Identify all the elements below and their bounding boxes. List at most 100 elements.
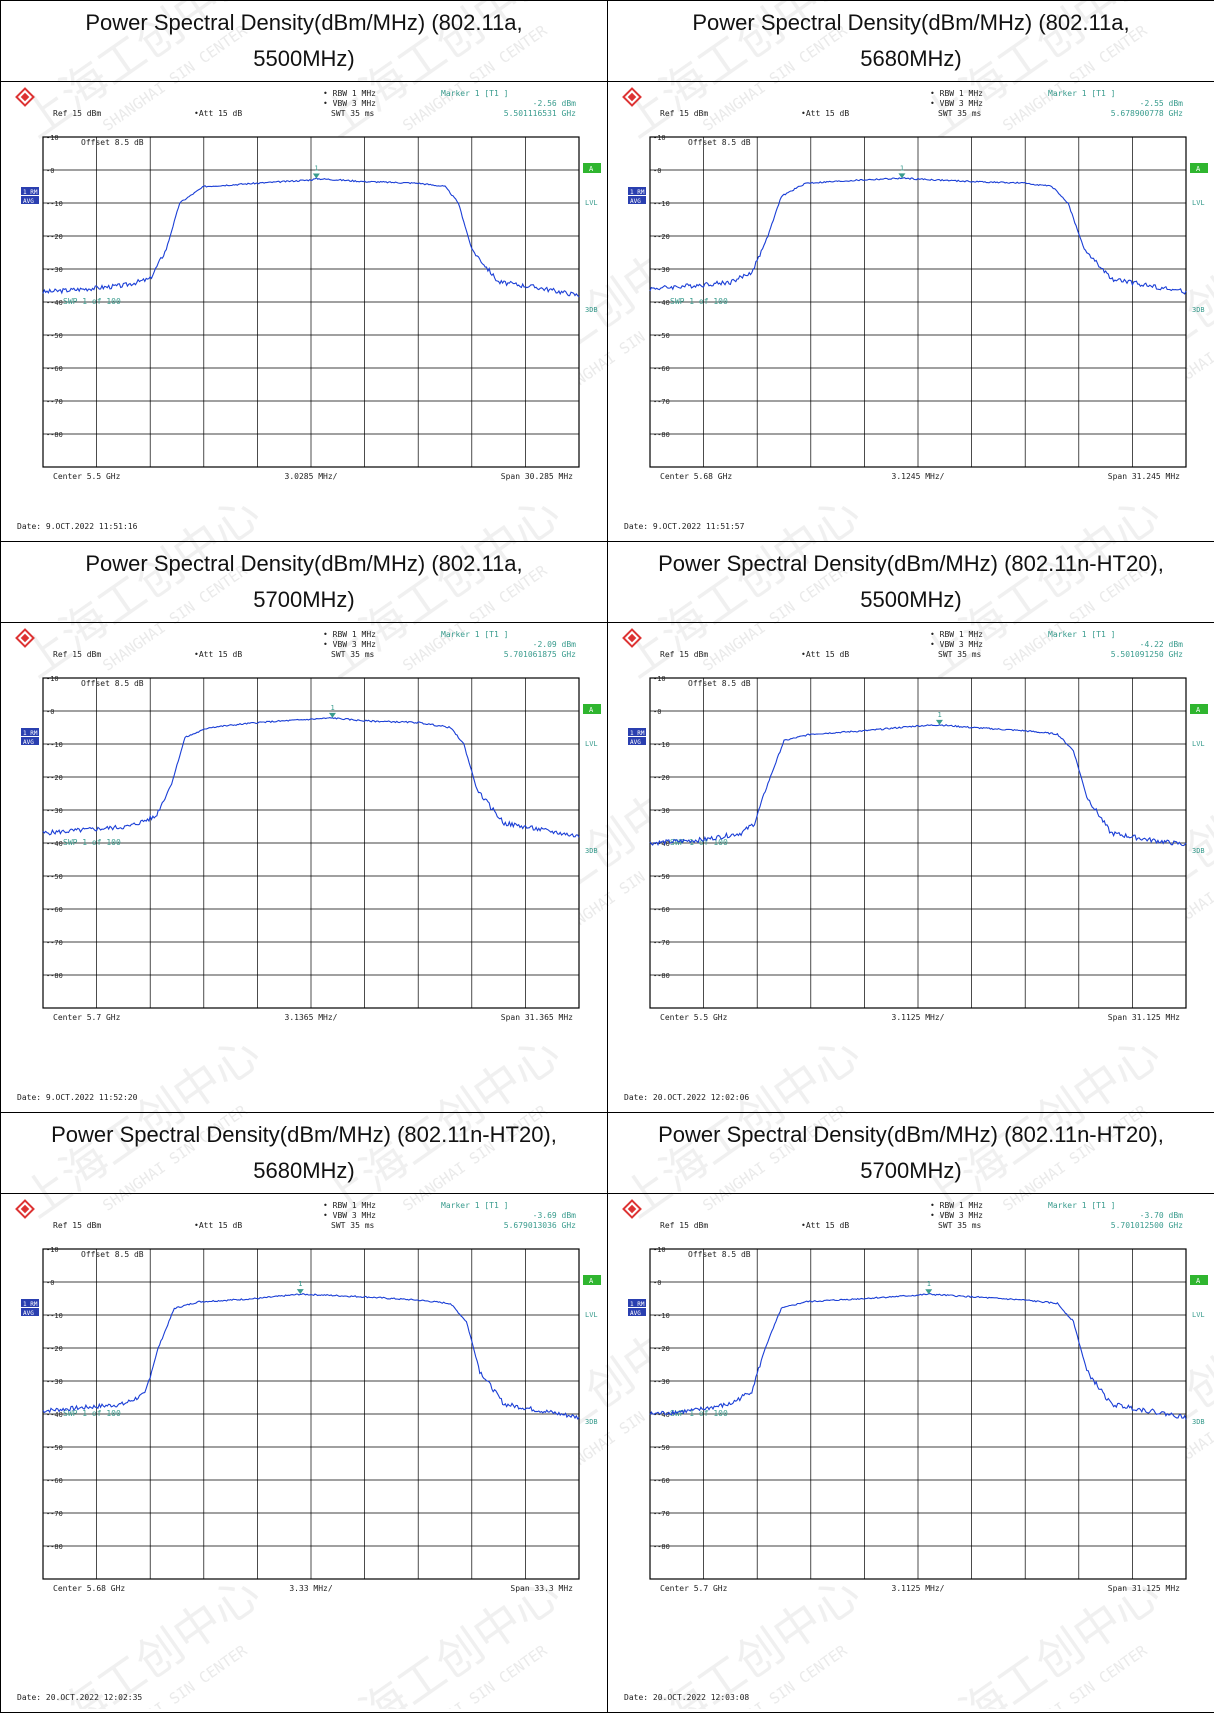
- y-tick-label: -10: [46, 675, 59, 683]
- vbw: • VBW 3 MHz: [930, 99, 983, 108]
- plot-title: Power Spectral Density(dBm/MHz) (802.11a…: [1, 1, 608, 82]
- offset-label: Offset 8.5 dB: [688, 1250, 751, 1259]
- y-tick-label: -0: [653, 1279, 661, 1287]
- sweep-count: SWP 1 of 100: [670, 297, 728, 306]
- y-tick-label: --30: [46, 266, 63, 274]
- plot-cell: Ref 15 dBm•Att 15 dB• RBW 1 MHz• VBW 3 M…: [608, 623, 1214, 1113]
- side-label: LVL: [1192, 199, 1205, 207]
- y-tick-label: -0: [653, 167, 661, 175]
- rohde-schwarz-logo: [15, 87, 35, 107]
- center-frequency: Center 5.68 GHz: [660, 472, 732, 481]
- sweep-time: SWT 35 ms: [331, 109, 375, 118]
- attenuation: •Att 15 dB: [801, 109, 849, 118]
- marker-level: -4.22 dBm: [1140, 640, 1184, 649]
- marker-number: 1: [900, 164, 904, 172]
- y-tick-label: --70: [653, 1510, 670, 1518]
- ref-level: Ref 15 dBm: [53, 650, 101, 659]
- y-tick-label: -0: [653, 708, 661, 716]
- y-tick-label: --60: [653, 365, 670, 373]
- attenuation: •Att 15 dB: [194, 1221, 242, 1230]
- y-tick-label: --50: [46, 1444, 63, 1452]
- plot-title: Power Spectral Density(dBm/MHz) (802.11n…: [608, 542, 1214, 623]
- side-label: 3DB: [1192, 1418, 1205, 1426]
- ref-level: Ref 15 dBm: [660, 1221, 708, 1230]
- marker-frequency: 5.501091250 GHz: [1111, 650, 1183, 659]
- y-tick-label: --20: [46, 1345, 63, 1353]
- trace-label: 1 RM: [23, 730, 38, 737]
- y-tick-label: --40: [653, 299, 670, 307]
- frequency-span: Span 31.245 MHz: [1108, 472, 1180, 481]
- y-tick-label: --10: [653, 200, 670, 208]
- marker-title: Marker 1 [T1 ]: [1048, 89, 1115, 98]
- y-tick-label: --80: [46, 1543, 63, 1551]
- marker-frequency: 5.701061875 GHz: [504, 650, 576, 659]
- rohde-schwarz-logo: [622, 87, 642, 107]
- y-tick-label: --40: [46, 1411, 63, 1419]
- measurement-date: Date: 20.OCT.2022 12:03:08: [624, 1693, 749, 1702]
- spectrum-plot: Ref 15 dBm•Att 15 dB• RBW 1 MHz• VBW 3 M…: [608, 82, 1214, 541]
- y-tick-label: -10: [653, 1246, 666, 1254]
- spectrum-plot: Ref 15 dBm•Att 15 dB• RBW 1 MHz• VBW 3 M…: [608, 1194, 1214, 1712]
- y-tick-label: -0: [46, 167, 54, 175]
- marker-number: 1: [298, 1280, 302, 1288]
- y-tick-label: --80: [653, 431, 670, 439]
- frequency-division: 3.1125 MHz/: [892, 1584, 945, 1593]
- trace-label: AVG: [630, 198, 641, 205]
- frequency-division: 3.1125 MHz/: [892, 1013, 945, 1022]
- y-tick-label: -10: [653, 675, 666, 683]
- side-label: LVL: [1192, 740, 1205, 748]
- y-tick-label: --10: [653, 741, 670, 749]
- plot-cell: Ref 15 dBm•Att 15 dB• RBW 1 MHz• VBW 3 M…: [1, 1194, 608, 1713]
- trace-label: 1 RM: [23, 189, 38, 196]
- y-tick-label: --10: [46, 1312, 63, 1320]
- y-tick-label: --80: [653, 972, 670, 980]
- y-tick-label: --50: [653, 1444, 670, 1452]
- marker-title: Marker 1 [T1 ]: [1048, 1201, 1115, 1210]
- y-tick-label: --20: [653, 1345, 670, 1353]
- y-tick-label: --20: [46, 233, 63, 241]
- y-tick-label: -10: [653, 134, 666, 142]
- marker-title: Marker 1 [T1 ]: [441, 89, 508, 98]
- spectrum-plot: Ref 15 dBm•Att 15 dB• RBW 1 MHz• VBW 3 M…: [1, 1194, 607, 1712]
- sweep-time: SWT 35 ms: [938, 109, 982, 118]
- y-tick-label: --30: [653, 1378, 670, 1386]
- rbw: • RBW 1 MHz: [323, 630, 376, 639]
- y-tick-label: --30: [653, 807, 670, 815]
- marker-level: -2.55 dBm: [1140, 99, 1184, 108]
- y-tick-label: -0: [46, 708, 54, 716]
- rohde-schwarz-logo: [622, 628, 642, 648]
- y-tick-label: --30: [46, 1378, 63, 1386]
- attenuation: •Att 15 dB: [194, 109, 242, 118]
- rbw: • RBW 1 MHz: [323, 1201, 376, 1210]
- spectrum-plot: Ref 15 dBm•Att 15 dB• RBW 1 MHz• VBW 3 M…: [1, 82, 607, 541]
- offset-label: Offset 8.5 dB: [81, 138, 144, 147]
- y-tick-label: --80: [653, 1543, 670, 1551]
- y-tick-label: --70: [653, 398, 670, 406]
- marker-number: 1: [927, 1280, 931, 1288]
- ref-level: Ref 15 dBm: [53, 109, 101, 118]
- plot-title: Power Spectral Density(dBm/MHz) (802.11n…: [1, 1113, 608, 1194]
- side-label: LVL: [585, 740, 598, 748]
- y-tick-label: --60: [653, 1477, 670, 1485]
- y-tick-label: --20: [653, 774, 670, 782]
- marker-level: -3.69 dBm: [533, 1211, 577, 1220]
- sweep-count: SWP 1 of 100: [63, 838, 121, 847]
- vbw: • VBW 3 MHz: [323, 99, 376, 108]
- frequency-division: 3.1245 MHz/: [892, 472, 945, 481]
- offset-label: Offset 8.5 dB: [81, 1250, 144, 1259]
- frequency-division: 3.33 MHz/: [289, 1584, 333, 1593]
- vbw: • VBW 3 MHz: [930, 640, 983, 649]
- offset-label: Offset 8.5 dB: [688, 138, 751, 147]
- sweep-count: SWP 1 of 100: [63, 1409, 121, 1418]
- table-row: Ref 15 dBm•Att 15 dB• RBW 1 MHz• VBW 3 M…: [1, 82, 1214, 542]
- center-frequency: Center 5.68 GHz: [53, 1584, 125, 1593]
- rbw: • RBW 1 MHz: [930, 1201, 983, 1210]
- y-tick-label: --50: [46, 873, 63, 881]
- sweep-time: SWT 35 ms: [938, 650, 982, 659]
- marker-title: Marker 1 [T1 ]: [1048, 630, 1115, 639]
- trace-label: AVG: [23, 198, 34, 205]
- side-label: 3DB: [1192, 847, 1205, 855]
- side-label: LVL: [1192, 1311, 1205, 1319]
- ref-level: Ref 15 dBm: [660, 650, 708, 659]
